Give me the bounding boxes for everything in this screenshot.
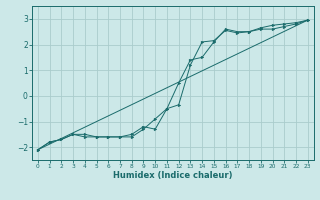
X-axis label: Humidex (Indice chaleur): Humidex (Indice chaleur) bbox=[113, 171, 233, 180]
